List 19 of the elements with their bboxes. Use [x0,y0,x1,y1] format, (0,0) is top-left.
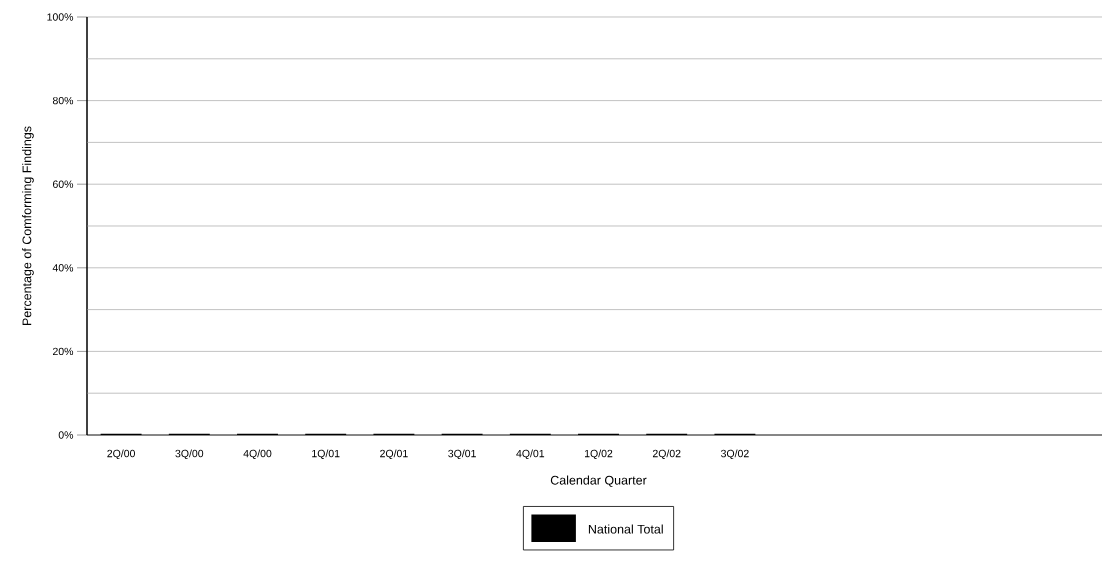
x-tick-label: 2Q/02 [652,449,681,460]
y-tick-label: 60% [53,180,74,188]
x-axis-title: Calendar Quarter [550,475,647,487]
x-tick-label: 1Q/02 [585,449,613,460]
y-tick-label: 40% [52,264,74,272]
x-tick-label: 2Q/01 [380,449,408,460]
y-tick-label: 20% [53,347,74,356]
x-tick-label: 4Q/00 [243,449,272,460]
x-tick-label: 2Q/00 [107,449,135,460]
y-tick-label: 0% [58,431,74,439]
y-tick-label: 100% [47,13,74,21]
x-tick-label: 3Q/02 [721,449,749,460]
x-tick-label: 1Q/01 [312,449,340,460]
y-axis-title: Percentage of Comforming Findings [22,126,34,326]
x-tick-label: 3Q/01 [448,449,476,460]
legend-label: National Total [588,524,663,534]
y-tick-label: 80% [52,96,74,105]
x-tick-label: 3Q/00 [175,449,204,460]
x-tick-label: 4Q/01 [516,449,545,460]
